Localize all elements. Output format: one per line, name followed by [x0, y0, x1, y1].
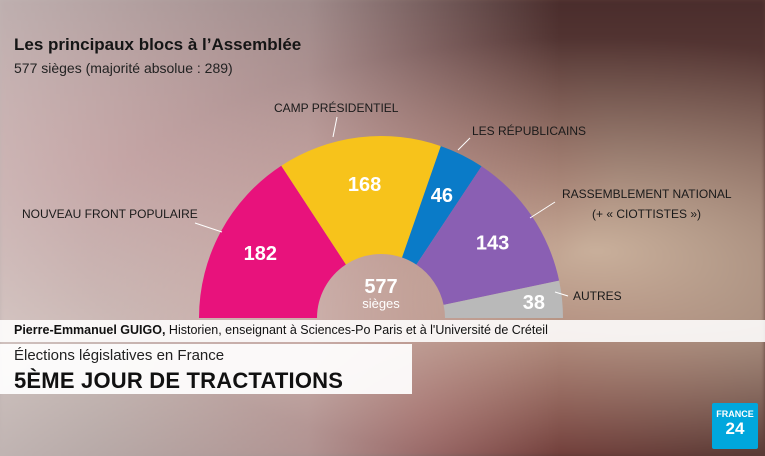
leader-line-0 — [194, 222, 223, 233]
seat-block-3 — [416, 166, 560, 305]
logo-line1: FRANCE — [716, 409, 754, 419]
lower-third-headline: 5ÈME JOUR DE TRACTATIONS — [14, 368, 344, 393]
chart-subtitle: 577 sièges (majorité absolue : 289) — [14, 60, 233, 76]
speaker-role: Historien, enseignant à Sciences-Po Pari… — [165, 323, 548, 337]
series-label-0: NOUVEAU FRONT POPULAIRE — [22, 207, 198, 221]
series-label-2: LES RÉPUBLICAINS — [472, 123, 586, 138]
series-label-3: RASSEMBLEMENT NATIONAL — [562, 187, 732, 201]
credit-band — [0, 320, 765, 342]
leader-line-1 — [332, 116, 338, 138]
lower-third-kicker: Élections législatives en France — [14, 347, 225, 364]
logo-line2: 24 — [725, 419, 745, 438]
series-label-1: CAMP PRÉSIDENTIEL — [274, 100, 399, 115]
seat-count-3: 143 — [476, 232, 509, 254]
leader-line-4 — [554, 291, 569, 297]
speaker-credit: Pierre-Emmanuel GUIGO, Historien, enseig… — [14, 323, 548, 337]
seat-count-2: 46 — [431, 185, 453, 207]
series-label-4: AUTRES — [573, 289, 622, 303]
lower-third-band — [0, 344, 412, 394]
seat-block-2 — [402, 146, 482, 265]
seat-block-4 — [443, 280, 563, 318]
seat-block-0 — [199, 165, 346, 318]
center-label: sièges — [362, 296, 400, 311]
leader-line-2 — [457, 137, 471, 151]
seat-block-1 — [281, 136, 441, 265]
seat-count-4: 38 — [523, 292, 545, 314]
center-total: 577 — [364, 276, 397, 298]
seat-count-1: 168 — [348, 174, 381, 196]
france24-logo: FRANCE 24 — [712, 403, 758, 449]
seat-count-0: 182 — [244, 243, 277, 265]
series-note-3: (+ « CIOTTISTES ») — [592, 207, 701, 221]
speaker-name: Pierre-Emmanuel GUIGO, — [14, 323, 166, 337]
leader-line-3 — [529, 201, 556, 219]
chart-title: Les principaux blocs à l’Assemblée — [14, 35, 302, 54]
